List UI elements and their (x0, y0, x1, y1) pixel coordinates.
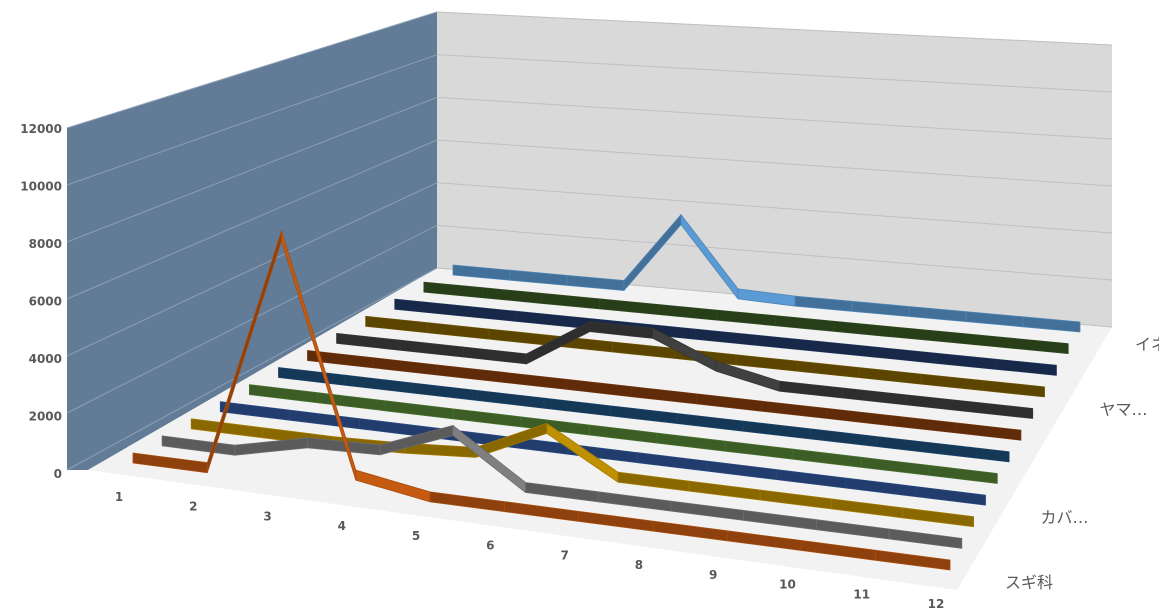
x-tick-label: 3 (263, 509, 271, 523)
y-tick-label: 4000 (29, 352, 62, 366)
left-wall (67, 12, 437, 470)
series-3-segment (915, 486, 986, 506)
series-10 (423, 281, 1069, 355)
x-tick-label: 12 (928, 597, 945, 611)
gridline-back-5 (436, 54, 1113, 93)
gridline-back-1 (436, 224, 1113, 281)
x-tick-label: 1 (115, 490, 123, 504)
series-5-segment (942, 443, 1010, 463)
back-wall (437, 12, 1112, 327)
series-4-segment (928, 464, 998, 484)
depth-axis-ticks: スギ科 カバ… ヤマ… イネ科 (1005, 335, 1159, 592)
x-tick-label: 10 (779, 578, 796, 592)
x-tick-label: 6 (486, 539, 494, 553)
x-tick-label: 7 (560, 548, 568, 562)
gridline-left-4 (66, 96, 438, 243)
gridline-left-1 (66, 224, 438, 414)
x-tick-label: 5 (412, 529, 420, 543)
series-11 (452, 214, 1081, 333)
gridline-left-2 (66, 182, 438, 357)
y-tick-label: 8000 (29, 237, 62, 251)
series-10-segment (1009, 337, 1069, 355)
gridline-left-6 (66, 11, 438, 129)
series-2 (190, 418, 974, 528)
y-tick-label: 10000 (20, 180, 62, 194)
series-4 (248, 384, 998, 484)
series-11-segment (1022, 316, 1081, 333)
gridline-back-2 (436, 182, 1113, 234)
series-5 (278, 367, 1010, 463)
series-7 (336, 321, 1034, 419)
gridline-left-5 (66, 54, 438, 186)
depth-tick-label: スギ科 (1005, 573, 1053, 592)
series-7-segment (969, 401, 1034, 419)
x-tick-label: 2 (189, 500, 197, 514)
series-8-segment (982, 380, 1045, 398)
x-tick-label: 4 (338, 519, 346, 533)
y-tick-label: 2000 (29, 410, 62, 424)
series-2-segment (902, 507, 974, 528)
gridline-left-0 (66, 267, 438, 471)
series-0 (132, 230, 951, 571)
series-0-segment (875, 549, 951, 571)
gridline-back-4 (436, 96, 1113, 140)
x-tick-label: 11 (853, 587, 870, 601)
series-6-segment (955, 422, 1022, 441)
series-1 (161, 425, 963, 549)
y-tick-label: 0 (54, 467, 62, 481)
gridline-back-6 (436, 11, 1113, 46)
gridline-back-3 (436, 139, 1113, 187)
gridline-left-3 (66, 139, 438, 300)
series-6 (307, 350, 1022, 441)
y-axis-ticks: 0 2000 4000 6000 8000 10000 12000 (20, 122, 62, 481)
x-tick-label: 8 (635, 558, 643, 572)
x-tick-label: 9 (709, 568, 717, 582)
series-9-segment (995, 358, 1057, 376)
depth-tick-label: イネ科 (1135, 335, 1159, 354)
depth-tick-label: カバ… (1040, 508, 1088, 527)
series-1-segment (888, 528, 963, 549)
depth-tick-label: ヤマ… (1100, 400, 1148, 419)
series-lines (132, 214, 1081, 571)
y-tick-label: 6000 (29, 295, 62, 309)
y-tick-label: 12000 (20, 122, 62, 136)
